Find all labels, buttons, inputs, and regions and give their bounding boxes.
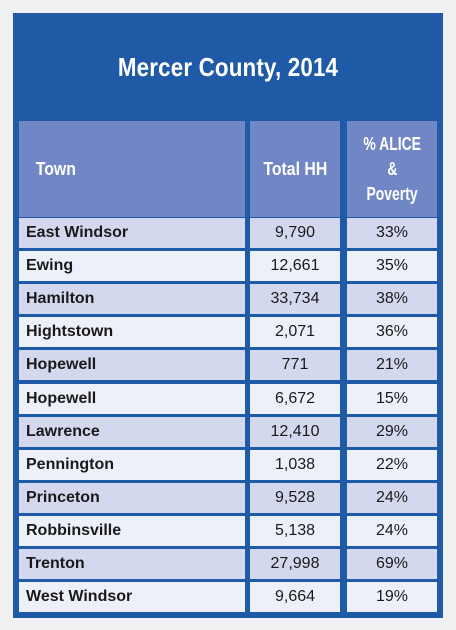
town-cell: West Windsor <box>19 582 245 613</box>
town-cell: Hopewell <box>19 383 245 414</box>
pct-alice-poverty-cell: 21% <box>347 350 437 381</box>
pct-alice-poverty-cell: 24% <box>347 515 437 546</box>
pct-alice-poverty-cell: 29% <box>347 416 437 447</box>
table-title: Mercer County, 2014 <box>117 51 339 82</box>
town-cell: Lawrence <box>19 416 245 447</box>
pct-alice-poverty-cell: 15% <box>347 383 437 414</box>
town-cell: East Windsor <box>19 218 245 248</box>
pct-alice-poverty-cell: 33% <box>347 218 437 248</box>
total-hh-cell: 27,998 <box>250 549 340 579</box>
table-row: Ewing 12,661 35% <box>13 251 443 282</box>
town-cell: Pennington <box>19 449 245 480</box>
total-hh-cell: 12,661 <box>250 251 340 282</box>
table-row: Trenton 27,998 69% <box>13 549 443 579</box>
header-total-hh: Total HH <box>250 121 340 217</box>
town-cell: Trenton <box>19 549 245 579</box>
table-row: Hamilton 33,734 38% <box>13 284 443 315</box>
pct-alice-poverty-cell: 19% <box>347 582 437 613</box>
table-row: Pennington 1,038 22% <box>13 449 443 480</box>
mercer-county-table-panel: Mercer County, 2014 Town Total HH % ALIC… <box>13 13 443 618</box>
total-hh-cell: 12,410 <box>250 416 340 447</box>
total-hh-cell: 33,734 <box>250 284 340 315</box>
town-cell: Hightstown <box>19 317 245 348</box>
pct-alice-poverty-cell: 22% <box>347 449 437 480</box>
total-hh-cell: 9,528 <box>250 482 340 513</box>
pct-alice-poverty-cell: 38% <box>347 284 437 315</box>
table-row: East Windsor 9,790 33% <box>13 218 443 248</box>
table-row: Lawrence 12,410 29% <box>13 416 443 447</box>
pct-alice-poverty-cell: 36% <box>347 317 437 348</box>
town-cell: Hamilton <box>19 284 245 315</box>
header-pct-alice-poverty: % ALICE & Poverty <box>347 121 437 217</box>
total-hh-cell: 6,672 <box>250 383 340 414</box>
town-cell: Princeton <box>19 482 245 513</box>
total-hh-cell: 2,071 <box>250 317 340 348</box>
town-cell: Hopewell <box>19 350 245 381</box>
total-hh-cell: 771 <box>250 350 340 381</box>
pct-alice-poverty-cell: 24% <box>347 482 437 513</box>
pct-alice-poverty-cell: 69% <box>347 549 437 579</box>
town-cell: Robbinsville <box>19 515 245 546</box>
pct-alice-poverty-cell: 35% <box>347 251 437 282</box>
town-cell: Ewing <box>19 251 245 282</box>
table-row: Robbinsville 5,138 24% <box>13 515 443 546</box>
table-row: Princeton 9,528 24% <box>13 482 443 513</box>
table-row: Hightstown 2,071 36% <box>13 317 443 348</box>
total-hh-cell: 5,138 <box>250 515 340 546</box>
table-row: West Windsor 9,664 19% <box>13 582 443 613</box>
total-hh-cell: 1,038 <box>250 449 340 480</box>
table-header: Town Total HH % ALICE & Poverty <box>16 121 440 225</box>
header-town: Town <box>19 121 245 217</box>
total-hh-cell: 9,790 <box>250 218 340 248</box>
table-row: Hopewell 6,672 15% <box>13 383 443 414</box>
total-hh-cell: 9,664 <box>250 582 340 613</box>
table-row: Hopewell 771 21% <box>13 350 443 381</box>
